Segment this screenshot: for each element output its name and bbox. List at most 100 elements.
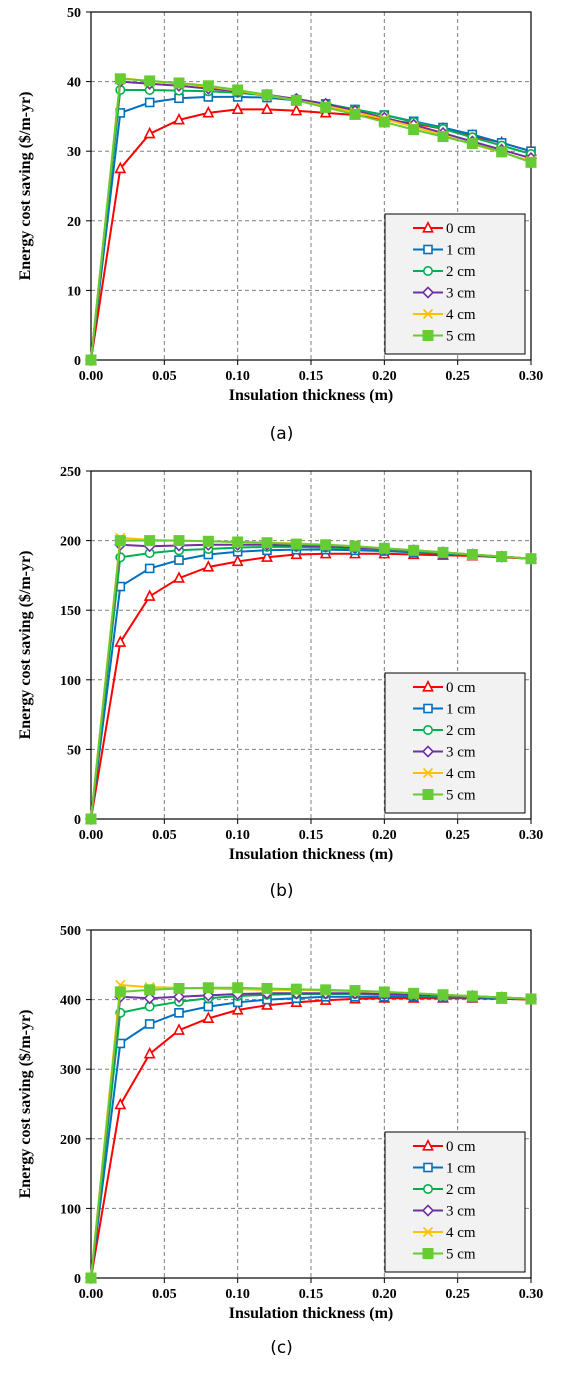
y-tick-label: 150 <box>60 604 81 619</box>
legend-label: 4 cm <box>446 307 476 323</box>
y-axis-label: Energy cost saving ($/m-yr) <box>17 92 34 281</box>
data-point-marker <box>437 546 449 558</box>
legend-marker <box>422 789 434 800</box>
data-point-marker <box>231 1003 244 1015</box>
legend-item: 1 cm <box>413 1161 476 1177</box>
data-point-marker <box>203 1001 214 1012</box>
data-point-marker <box>143 1046 156 1059</box>
x-tick-label: 0.20 <box>372 1287 397 1302</box>
legend-box <box>384 672 526 814</box>
legend-marker <box>422 221 434 233</box>
data-point-marker <box>437 131 449 143</box>
legend-box <box>384 213 526 355</box>
data-point-marker <box>114 635 127 647</box>
data-point-marker <box>144 75 156 87</box>
legend-label: 5 cm <box>446 788 476 804</box>
x-axis-label: Insulation thickness (m) <box>229 846 393 863</box>
data-point-marker <box>144 97 155 108</box>
legend-item: 1 cm <box>413 243 476 259</box>
data-point-marker <box>290 94 302 106</box>
legend-marker <box>422 1183 433 1194</box>
x-axis-label: Insulation thickness (m) <box>229 1305 393 1322</box>
data-point-marker <box>496 992 508 1004</box>
legend-marker <box>421 1204 435 1217</box>
y-tick-label: 50 <box>67 6 81 21</box>
x-tick-label: 0.25 <box>445 828 470 843</box>
data-point-marker <box>261 102 273 115</box>
data-point-marker <box>378 542 390 554</box>
y-tick-label: 20 <box>67 215 81 230</box>
data-point-marker <box>114 73 126 85</box>
legend: 0 cm 1 cm 2 cm 3 cm 4 cm 5 cm <box>384 672 526 814</box>
y-tick-label: 100 <box>60 674 81 689</box>
y-tick-label: 0 <box>74 813 81 828</box>
data-point-marker <box>85 1272 97 1284</box>
y-tick-label: 100 <box>60 1202 81 1217</box>
data-point-marker <box>202 80 214 92</box>
data-point-marker <box>173 982 185 994</box>
y-tick-label: 30 <box>67 145 81 160</box>
legend: 0 cm 1 cm 2 cm 3 cm 4 cm 5 cm <box>384 1131 526 1273</box>
x-tick-label: 0.30 <box>519 369 544 384</box>
series-line <box>90 77 532 361</box>
y-tick-label: 300 <box>60 1063 81 1078</box>
legend-label: 0 cm <box>446 1139 476 1155</box>
legend: 0 cm 1 cm 2 cm 3 cm 4 cm 5 cm <box>384 213 526 355</box>
legend-marker <box>421 745 435 758</box>
data-point-marker <box>202 105 215 118</box>
legend-item: 0 cm <box>413 221 476 237</box>
x-tick-label: 0.20 <box>372 828 397 843</box>
data-point-marker <box>114 535 126 547</box>
legend-marker <box>422 1248 434 1259</box>
legend-item: 4 cm <box>413 307 476 323</box>
series-line <box>90 986 532 1279</box>
legend-item: 5 cm <box>413 329 476 345</box>
data-point-marker <box>261 89 273 101</box>
legend-label: 2 cm <box>446 1182 476 1198</box>
legend-box <box>384 1131 526 1273</box>
x-tick-label: 0.15 <box>299 369 324 384</box>
data-point-marker <box>202 560 215 572</box>
legend-label: 3 cm <box>446 286 476 302</box>
data-point-marker <box>114 161 127 174</box>
data-point-marker <box>143 589 156 601</box>
data-point-marker <box>261 998 273 1010</box>
data-point-marker <box>496 551 508 563</box>
legend-item: 4 cm <box>413 1225 476 1241</box>
data-point-marker <box>231 554 244 567</box>
data-point-marker <box>525 553 537 565</box>
x-tick-label: 0.10 <box>225 1287 250 1302</box>
data-point-marker <box>202 535 214 547</box>
y-axis-label: Energy cost saving ($/m-yr) <box>17 1010 34 1199</box>
x-tick-label: 0.00 <box>79 1287 104 1302</box>
data-point-marker <box>320 984 332 996</box>
data-point-marker <box>525 156 537 168</box>
panel-caption-b: (b) <box>269 881 294 901</box>
data-point-marker <box>173 112 185 125</box>
series-line <box>90 552 532 820</box>
x-tick-label: 0.05 <box>152 1287 177 1302</box>
legend-item: 1 cm <box>413 702 476 718</box>
data-point-marker <box>290 103 303 116</box>
data-point-marker <box>437 989 449 1001</box>
legend-item: 4 cm <box>413 766 476 782</box>
x-tick-label: 0.10 <box>225 828 250 843</box>
legend-label: 5 cm <box>446 1247 476 1263</box>
data-point-marker <box>144 984 156 996</box>
data-point-marker <box>143 126 156 139</box>
series-line <box>90 539 532 820</box>
x-tick-label: 0.15 <box>299 1287 324 1302</box>
chart-panel-b: 0.00 0.05 0.10 0.15 0.20 0.25 0.30 0 50 100 150 200… <box>0 459 563 918</box>
data-point-marker <box>114 1097 127 1110</box>
legend-label: 2 cm <box>446 264 476 280</box>
y-tick-label: 0 <box>74 354 81 369</box>
legend-item: 3 cm <box>413 286 476 302</box>
series-line <box>90 80 532 361</box>
legend-marker <box>422 724 433 735</box>
data-point-marker <box>174 1008 184 1018</box>
legend-item: 2 cm <box>413 723 476 739</box>
x-tick-label: 0.05 <box>152 828 177 843</box>
legend-item: 3 cm <box>413 1204 476 1220</box>
y-tick-label: 400 <box>60 994 81 1009</box>
legend-marker <box>422 308 434 320</box>
